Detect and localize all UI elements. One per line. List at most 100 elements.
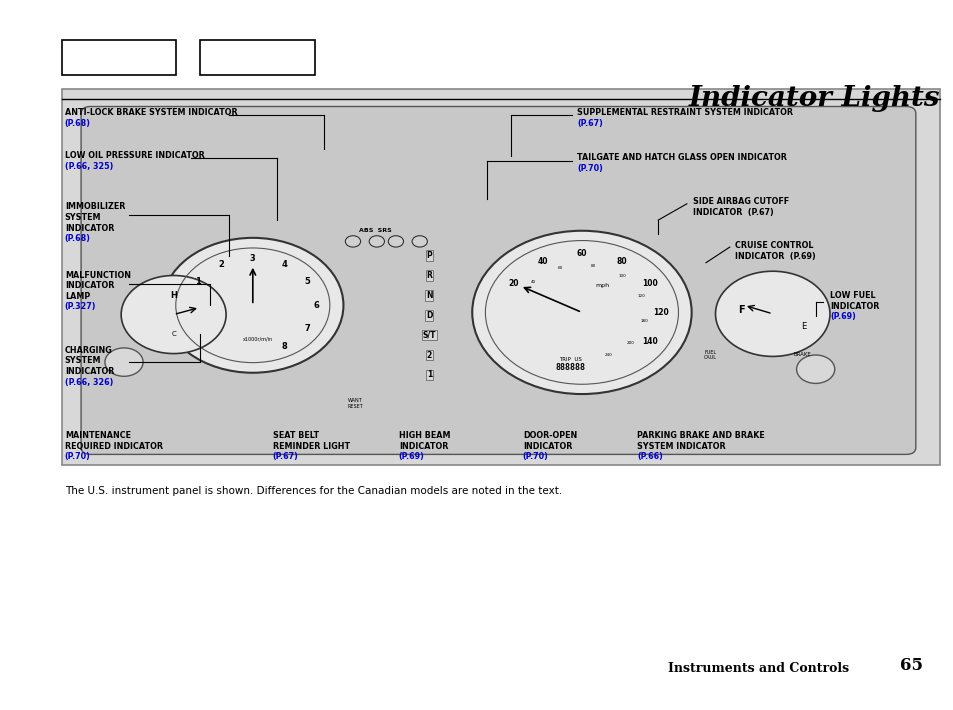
- Text: (P.327): (P.327): [65, 302, 96, 312]
- Text: 65: 65: [900, 657, 923, 674]
- Text: F: F: [738, 305, 743, 315]
- Text: 200: 200: [626, 341, 634, 345]
- Text: LOW FUEL: LOW FUEL: [829, 291, 875, 300]
- Text: INDICATOR  (P.67): INDICATOR (P.67): [692, 208, 773, 217]
- Text: (P.68): (P.68): [65, 234, 91, 244]
- Text: (P.69): (P.69): [829, 312, 855, 322]
- Circle shape: [121, 275, 226, 354]
- Text: 1: 1: [426, 371, 432, 379]
- Text: SYSTEM: SYSTEM: [65, 213, 101, 222]
- Text: INDICATOR: INDICATOR: [522, 442, 572, 451]
- Text: 60: 60: [557, 266, 562, 270]
- Text: REQUIRED INDICATOR: REQUIRED INDICATOR: [65, 442, 163, 451]
- Text: 3: 3: [250, 253, 255, 263]
- Text: SUPPLEMENTAL RESTRAINT SYSTEM INDICATOR: SUPPLEMENTAL RESTRAINT SYSTEM INDICATOR: [577, 108, 792, 117]
- Text: (P.68): (P.68): [65, 119, 91, 129]
- Text: 60: 60: [576, 249, 587, 258]
- Text: 888888: 888888: [555, 364, 585, 373]
- Text: D: D: [426, 311, 432, 320]
- Text: 80: 80: [616, 257, 626, 266]
- Text: PARKING BRAKE AND BRAKE: PARKING BRAKE AND BRAKE: [637, 431, 764, 440]
- Text: INDICATOR: INDICATOR: [398, 442, 448, 451]
- Text: REMINDER LIGHT: REMINDER LIGHT: [273, 442, 350, 451]
- Text: 6: 6: [313, 301, 319, 310]
- Text: R: R: [426, 271, 432, 280]
- Circle shape: [162, 238, 343, 373]
- Text: SIDE AIRBAG CUTOFF: SIDE AIRBAG CUTOFF: [692, 197, 788, 207]
- Text: 2: 2: [218, 260, 224, 269]
- Text: 2: 2: [426, 351, 432, 359]
- Circle shape: [105, 348, 143, 376]
- Circle shape: [472, 231, 691, 394]
- Text: SYSTEM INDICATOR: SYSTEM INDICATOR: [637, 442, 725, 451]
- FancyBboxPatch shape: [81, 106, 915, 454]
- Text: CRUISE CONTROL: CRUISE CONTROL: [734, 241, 812, 251]
- Text: INDICATOR: INDICATOR: [829, 302, 879, 311]
- Text: S/T: S/T: [422, 331, 436, 339]
- Text: 40: 40: [530, 280, 536, 284]
- Text: WANT
RESET: WANT RESET: [347, 398, 362, 409]
- FancyBboxPatch shape: [200, 40, 314, 75]
- Text: CHARGING: CHARGING: [65, 346, 112, 355]
- Text: (P.70): (P.70): [577, 164, 602, 173]
- Text: HIGH BEAM: HIGH BEAM: [398, 431, 450, 440]
- Text: 100: 100: [641, 278, 658, 288]
- Text: x1000r/m/in: x1000r/m/in: [242, 337, 273, 342]
- Text: 1: 1: [194, 277, 200, 286]
- Text: (P.66, 326): (P.66, 326): [65, 378, 113, 387]
- Text: C: C: [172, 331, 175, 337]
- Text: (P.67): (P.67): [577, 119, 602, 129]
- Text: SYSTEM: SYSTEM: [65, 356, 101, 366]
- Text: 40: 40: [537, 257, 547, 266]
- Circle shape: [345, 236, 360, 247]
- Text: (P.70): (P.70): [65, 452, 91, 462]
- Text: (P.70): (P.70): [522, 452, 548, 462]
- FancyBboxPatch shape: [62, 40, 176, 75]
- Text: SEAT BELT: SEAT BELT: [273, 431, 318, 440]
- Text: 140: 140: [641, 337, 658, 346]
- Text: 240: 240: [604, 354, 612, 357]
- Text: TRIP  US: TRIP US: [558, 357, 581, 362]
- Text: FUEL
CAUL: FUEL CAUL: [702, 349, 716, 361]
- Text: E: E: [801, 322, 806, 331]
- FancyBboxPatch shape: [62, 89, 939, 465]
- Text: TAILGATE AND HATCH GLASS OPEN INDICATOR: TAILGATE AND HATCH GLASS OPEN INDICATOR: [577, 153, 786, 162]
- Text: ABS  SRS: ABS SRS: [358, 228, 391, 233]
- Text: (P.69): (P.69): [398, 452, 424, 462]
- Text: MALFUNCTION: MALFUNCTION: [65, 271, 131, 280]
- Text: mph: mph: [596, 283, 609, 288]
- Text: 120: 120: [653, 308, 668, 317]
- Text: 7: 7: [305, 324, 311, 334]
- Text: Instruments and Controls: Instruments and Controls: [667, 662, 848, 674]
- Text: 8: 8: [281, 342, 287, 351]
- Text: DOOR-OPEN: DOOR-OPEN: [522, 431, 577, 440]
- Text: 5: 5: [305, 277, 311, 286]
- Circle shape: [369, 236, 384, 247]
- Text: LAMP: LAMP: [65, 292, 90, 301]
- Text: MAINTENANCE: MAINTENANCE: [65, 431, 131, 440]
- Circle shape: [388, 236, 403, 247]
- Text: N: N: [426, 291, 432, 300]
- Circle shape: [796, 355, 834, 383]
- Text: 4: 4: [281, 260, 287, 269]
- Text: The U.S. instrument panel is shown. Differences for the Canadian models are note: The U.S. instrument panel is shown. Diff…: [65, 486, 561, 496]
- Text: INDICATOR: INDICATOR: [65, 281, 114, 290]
- Text: INDICATOR: INDICATOR: [65, 367, 114, 376]
- Circle shape: [715, 271, 829, 356]
- Text: H: H: [170, 290, 177, 300]
- Text: INDICATOR  (P.69): INDICATOR (P.69): [734, 252, 815, 261]
- Text: ANTI-LOCK BRAKE SYSTEM INDICATOR: ANTI-LOCK BRAKE SYSTEM INDICATOR: [65, 108, 237, 117]
- Text: (P.66, 325): (P.66, 325): [65, 162, 113, 171]
- Text: IMMOBILIZER: IMMOBILIZER: [65, 202, 125, 212]
- Text: 180: 180: [640, 319, 648, 322]
- Text: (P.67): (P.67): [273, 452, 298, 462]
- Text: 100: 100: [618, 274, 626, 278]
- Text: 80: 80: [590, 263, 595, 268]
- Text: 20: 20: [508, 278, 518, 288]
- Circle shape: [412, 236, 427, 247]
- Text: P: P: [426, 251, 432, 260]
- Text: (P.66): (P.66): [637, 452, 662, 462]
- Text: 120: 120: [638, 294, 645, 298]
- Text: Indicator Lights: Indicator Lights: [687, 85, 939, 112]
- Text: LOW OIL PRESSURE INDICATOR: LOW OIL PRESSURE INDICATOR: [65, 151, 204, 160]
